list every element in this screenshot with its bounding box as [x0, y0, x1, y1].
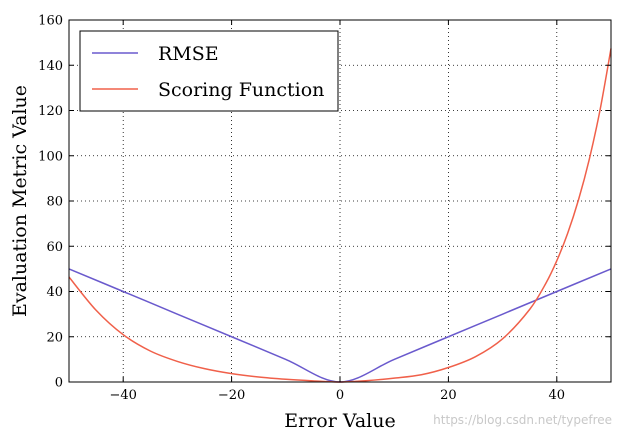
axis-ticks	[69, 19, 611, 383]
x-axis-label: Error Value	[284, 410, 395, 432]
y-axis-label: Evaluation Metric Value	[9, 85, 31, 317]
y-tick-label: 60	[46, 240, 63, 255]
y-tick-label: 120	[38, 104, 63, 119]
legend-label-scoring-function: Scoring Function	[158, 79, 324, 101]
series-line-rmse	[68, 268, 612, 383]
x-tick-label: −40	[109, 388, 136, 403]
y-tick-label: 0	[55, 376, 63, 391]
y-tick-label: 140	[38, 59, 63, 74]
watermark: https://blog.csdn.net/typefree	[433, 413, 612, 427]
x-tick-label: −20	[218, 388, 245, 403]
y-tick-label: 20	[46, 330, 63, 345]
y-tick-label: 80	[46, 195, 63, 210]
series-line-scoring-function	[68, 48, 612, 383]
y-tick-label: 100	[38, 149, 63, 164]
y-tick-label: 40	[46, 285, 63, 300]
legend: RMSE Scoring Function	[79, 30, 339, 112]
plot-frame	[68, 19, 612, 383]
x-tick-label: 40	[549, 388, 566, 403]
x-tick-label: 20	[440, 388, 457, 403]
legend-label-rmse: RMSE	[158, 43, 219, 65]
tick-labels: −40 −20 0 20 40 0 20 40 60 80 100 120 140 160	[38, 14, 565, 404]
y-tick-label: 160	[38, 14, 63, 29]
x-tick-label: 0	[336, 388, 344, 403]
legend-box	[79, 30, 339, 112]
